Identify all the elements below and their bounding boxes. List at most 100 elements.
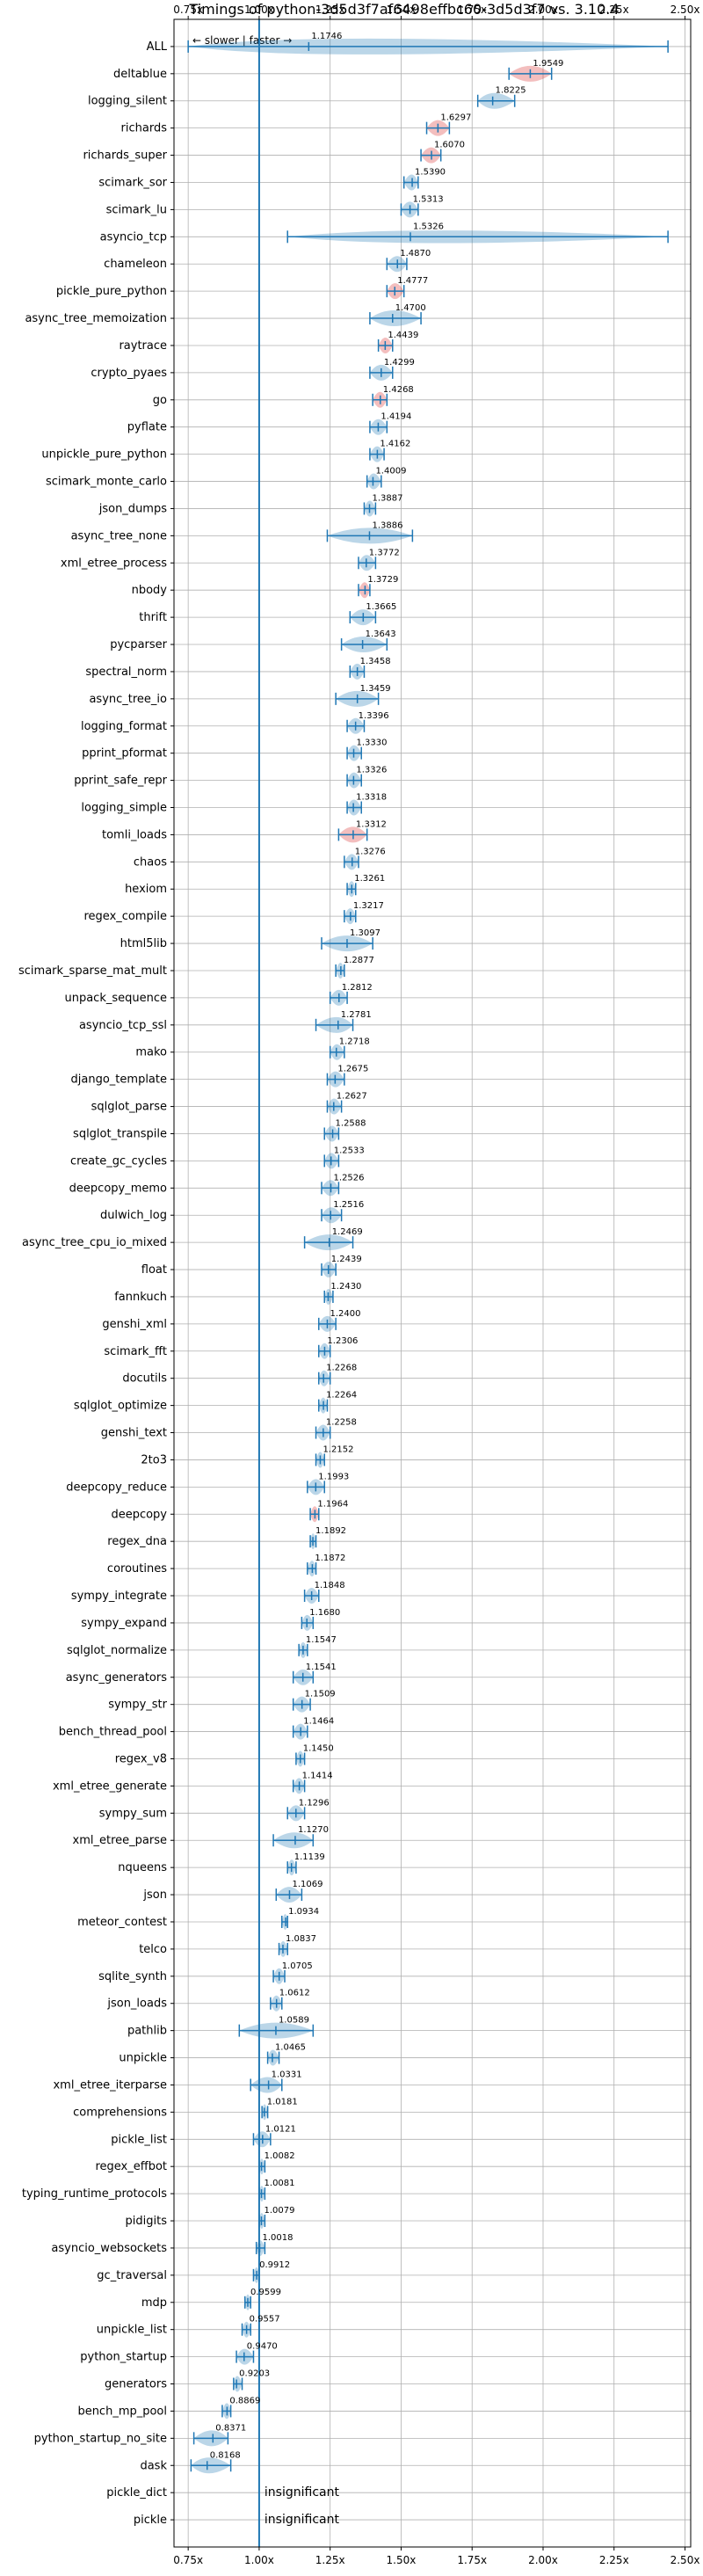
- category-label-typing_runtime_protocols: typing_runtime_protocols: [22, 2187, 167, 2201]
- value-label-unpack_sequence: 1.2812: [342, 983, 373, 993]
- value-label-dask: 0.8168: [210, 2450, 241, 2460]
- x-tick-label-bottom-5: 2.00x: [528, 2554, 558, 2566]
- category-label-genshi_text: genshi_text: [101, 1427, 167, 1440]
- category-label-async_generators: async_generators: [66, 1671, 168, 1685]
- value-label-float: 1.2439: [331, 1255, 362, 1264]
- category-label-dulwich_log: dulwich_log: [100, 1209, 167, 1222]
- value-label-async_tree_memoization: 1.4700: [395, 303, 426, 313]
- value-label-docutils: 1.2268: [326, 1364, 357, 1373]
- x-tick-label-bottom-3: 1.50x: [387, 2554, 417, 2566]
- category-label-sympy_expand: sympy_expand: [81, 1617, 167, 1630]
- value-label-asyncio_tcp_ssl: 1.2781: [341, 1010, 372, 1020]
- category-label-json_dumps: json_dumps: [98, 502, 167, 515]
- value-label-json_dumps: 1.3887: [373, 493, 403, 503]
- value-label-sqlglot_transpile: 1.2588: [336, 1118, 366, 1128]
- value-label-async_tree_io: 1.3459: [360, 684, 391, 694]
- category-label-asyncio_tcp: asyncio_tcp: [100, 230, 167, 244]
- category-label-sqlglot_parse: sqlglot_parse: [91, 1101, 167, 1114]
- value-label-logging_simple: 1.3318: [356, 793, 387, 803]
- value-label-hexiom: 1.3261: [354, 874, 385, 884]
- value-label-deepcopy_reduce: 1.1993: [318, 1472, 349, 1481]
- category-label-go: go: [153, 394, 167, 407]
- category-label-async_tree_none: async_tree_none: [71, 529, 167, 542]
- value-label-sqlglot_optimize: 1.2264: [326, 1391, 357, 1401]
- value-label-tomli_loads: 1.3312: [356, 819, 387, 829]
- category-label-pathlib: pathlib: [127, 2025, 167, 2038]
- value-label-sympy_integrate: 1.1848: [315, 1581, 345, 1590]
- category-label-scimark_sparse_mat_mult: scimark_sparse_mat_mult: [18, 964, 167, 978]
- value-label-json: 1.1069: [292, 1880, 323, 1889]
- category-label-meteor_contest: meteor_contest: [77, 1916, 167, 1929]
- value-label-generators: 0.9203: [239, 2369, 270, 2379]
- value-label-asyncio_websockets: 1.0018: [263, 2233, 294, 2243]
- x-tick-label-top-2: 1.25x: [315, 4, 345, 16]
- x-tick-label-bottom-1: 1.00x: [244, 2554, 274, 2566]
- category-label-regex_compile: regex_compile: [83, 910, 167, 923]
- value-label-scimark_sparse_mat_mult: 1.2877: [344, 956, 374, 965]
- category-label-deepcopy: deepcopy: [111, 1508, 167, 1521]
- category-label-chaos: chaos: [134, 855, 167, 869]
- value-label-pycparser: 1.3643: [366, 629, 396, 639]
- x-tick-label-bottom-6: 2.25x: [599, 2554, 629, 2566]
- category-label-genshi_xml: genshi_xml: [102, 1318, 167, 1331]
- category-label-dask: dask: [140, 2459, 167, 2472]
- x-tick-label-top-1: 1.00x: [244, 4, 274, 16]
- value-label-xml_etree_generate: 1.1414: [302, 1771, 333, 1780]
- category-label-json: json: [142, 1888, 167, 1902]
- category-label-unpack_sequence: unpack_sequence: [64, 992, 167, 1005]
- value-label-scimark_lu: 1.5313: [413, 194, 444, 204]
- category-label-2to3: 2to3: [141, 1453, 167, 1466]
- value-label-unpickle_list: 0.9557: [250, 2315, 280, 2325]
- value-label-python_startup: 0.9470: [247, 2342, 278, 2352]
- category-label-sympy_integrate: sympy_integrate: [71, 1590, 167, 1603]
- value-label-dulwich_log: 1.2516: [333, 1200, 364, 1210]
- category-label-regex_v8: regex_v8: [115, 1752, 167, 1765]
- category-label-pyflate: pyflate: [127, 421, 167, 434]
- value-label-xml_etree_process: 1.3772: [369, 548, 400, 557]
- value-label-thrift: 1.3665: [366, 602, 396, 612]
- category-label-sqlglot_normalize: sqlglot_normalize: [67, 1644, 167, 1657]
- category-label-pickle_pure_python: pickle_pure_python: [56, 285, 167, 298]
- value-label-xml_etree_parse: 1.1270: [298, 1825, 329, 1835]
- value-label-logging_format: 1.3396: [359, 711, 389, 721]
- category-label-unpickle_list: unpickle_list: [97, 2324, 167, 2337]
- value-label-pyflate: 1.4194: [380, 412, 411, 422]
- category-label-json_loads: json_loads: [106, 1997, 167, 2011]
- category-label-chameleon: chameleon: [104, 258, 167, 271]
- category-label-unpickle: unpickle: [119, 2052, 167, 2065]
- value-label-chaos: 1.3276: [355, 847, 386, 856]
- value-label-richards: 1.6297: [440, 113, 471, 123]
- category-label-create_gc_cycles: create_gc_cycles: [70, 1154, 167, 1168]
- category-label-asyncio_tcp_ssl: asyncio_tcp_ssl: [79, 1019, 167, 1032]
- category-label-pickle: pickle: [134, 2514, 167, 2527]
- category-label-scimark_lu: scimark_lu: [106, 203, 167, 216]
- category-label-fannkuch: fannkuch: [114, 1291, 167, 1304]
- plot-marks: 1.1746 1.9549 1.8225 1.6297 1.6070 1.5390 1.53…: [187, 19, 669, 2547]
- value-label-scimark_monte_carlo: 1.4009: [375, 467, 406, 477]
- x-tick-label-top-7: 2.50x: [670, 4, 700, 16]
- x-tick-label-top-5: 2.00x: [528, 4, 558, 16]
- value-label-async_generators: 1.1541: [306, 1663, 337, 1672]
- value-label-meteor_contest: 1.0934: [288, 1907, 319, 1917]
- category-label-sympy_str: sympy_str: [108, 1699, 167, 1712]
- value-label-asyncio_tcp: 1.5326: [413, 222, 444, 231]
- value-label-unpickle_pure_python: 1.4162: [380, 440, 410, 449]
- category-label-logging_silent: logging_silent: [88, 95, 167, 108]
- value-label-sympy_str: 1.1509: [305, 1690, 336, 1699]
- x-tick-label-top-6: 2.25x: [599, 4, 629, 16]
- value-label-bench_thread_pool: 1.1464: [303, 1717, 334, 1727]
- category-label-comprehensions: comprehensions: [73, 2106, 167, 2119]
- value-label-json_loads: 1.0612: [279, 1989, 310, 1998]
- value-label-sqlglot_normalize: 1.1547: [306, 1635, 337, 1645]
- category-label-xml_etree_generate: xml_etree_generate: [53, 1779, 167, 1793]
- value-label-regex_dna: 1.1892: [315, 1526, 346, 1536]
- category-label-gc_traversal: gc_traversal: [97, 2269, 167, 2282]
- category-label-pickle_dict: pickle_dict: [106, 2486, 167, 2500]
- x-tick-label-top-4: 1.75x: [457, 4, 487, 16]
- value-label-deepcopy: 1.1964: [317, 1499, 348, 1509]
- category-label-sqlglot_optimize: sqlglot_optimize: [74, 1400, 167, 1413]
- category-label-logging_format: logging_format: [81, 720, 167, 733]
- category-label-regex_dna: regex_dna: [107, 1535, 167, 1548]
- x-tick-label-bottom-0: 0.75x: [173, 2554, 203, 2566]
